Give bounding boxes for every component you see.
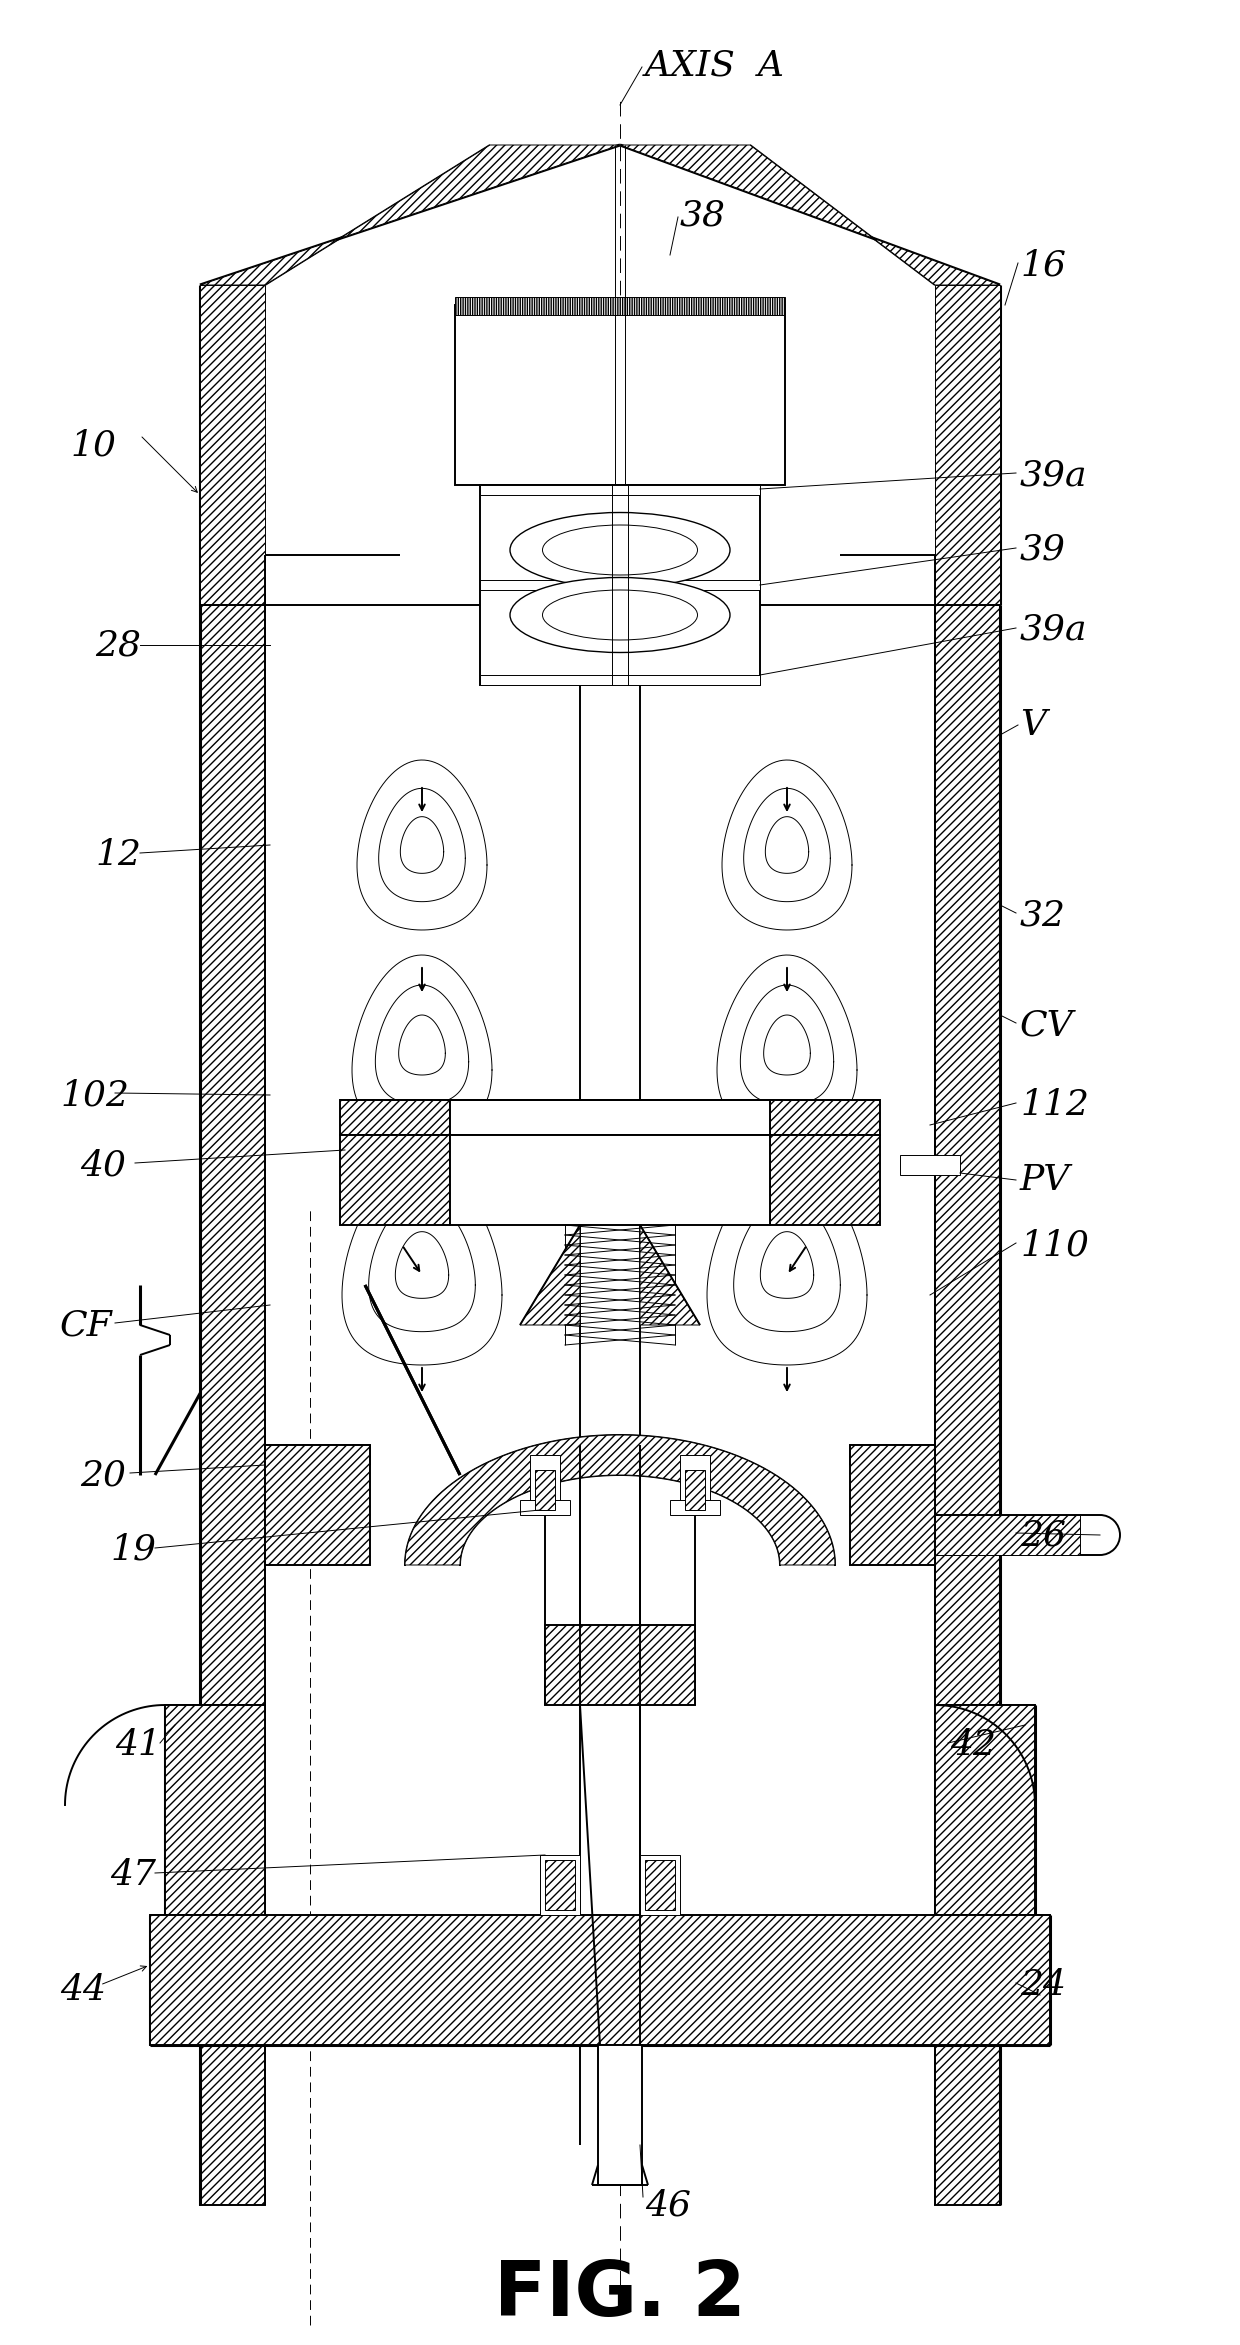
Bar	[680, 1454, 711, 1505]
Text: 19: 19	[110, 1534, 156, 1566]
Bar	[455, 305, 785, 485]
Text: 16: 16	[1021, 249, 1066, 281]
Text: 40: 40	[81, 1149, 126, 1182]
Polygon shape	[200, 145, 620, 286]
Bar	[580, 685, 640, 2146]
Text: 12: 12	[95, 837, 141, 872]
Text: PV: PV	[1021, 1163, 1070, 1196]
Text: FIG. 2: FIG. 2	[494, 2258, 746, 2331]
Text: 26: 26	[1021, 1517, 1066, 1552]
Text: 102: 102	[60, 1079, 129, 1112]
Bar	[265, 1445, 370, 1564]
Bar	[546, 1625, 694, 1705]
Text: 32: 32	[1021, 898, 1066, 931]
Text: 47: 47	[110, 1857, 156, 1892]
Text: 46: 46	[645, 2188, 691, 2223]
Bar	[935, 1705, 1035, 1916]
Text: 39a: 39a	[1021, 612, 1087, 647]
Polygon shape	[200, 286, 265, 605]
Text: 38: 38	[680, 197, 725, 232]
Text: 24: 24	[1021, 1967, 1066, 2003]
Bar	[529, 1454, 560, 1505]
Text: 20: 20	[81, 1459, 126, 1491]
Bar	[480, 675, 760, 685]
Bar	[645, 1860, 675, 1909]
Text: 10: 10	[69, 429, 117, 462]
Ellipse shape	[510, 577, 730, 652]
Text: 39: 39	[1021, 532, 1066, 567]
Bar	[340, 1135, 450, 1224]
Bar	[450, 1135, 770, 1224]
Text: 112: 112	[1021, 1088, 1089, 1121]
Polygon shape	[935, 286, 999, 605]
Text: 44: 44	[60, 1972, 105, 2007]
Bar	[670, 1501, 720, 1515]
Bar	[340, 1100, 450, 1135]
Bar	[770, 1135, 880, 1224]
Bar	[598, 2045, 642, 2186]
Bar	[480, 485, 760, 685]
Text: 41: 41	[115, 1728, 161, 1761]
Text: AXIS  A: AXIS A	[645, 47, 785, 82]
Text: 28: 28	[95, 628, 141, 661]
Bar	[534, 1470, 556, 1510]
Ellipse shape	[510, 514, 730, 589]
Text: CV: CV	[1021, 1008, 1074, 1041]
Bar	[520, 1501, 570, 1515]
Bar	[640, 1855, 680, 1916]
Text: 39a: 39a	[1021, 457, 1087, 492]
Text: 42: 42	[950, 1728, 996, 1761]
Bar	[539, 1855, 580, 1916]
Text: 110: 110	[1021, 1229, 1089, 1262]
Bar	[480, 579, 760, 591]
Bar	[849, 1445, 935, 1564]
Bar	[546, 1860, 575, 1909]
Bar	[455, 298, 785, 314]
Bar	[935, 1515, 1080, 1555]
Text: V: V	[1021, 708, 1047, 741]
Bar	[450, 1100, 770, 1135]
Bar	[900, 1156, 960, 1175]
Bar	[770, 1100, 880, 1135]
Polygon shape	[520, 1224, 580, 1325]
Polygon shape	[620, 145, 999, 286]
Text: CF: CF	[60, 1309, 113, 1341]
Polygon shape	[640, 1224, 701, 1325]
Polygon shape	[200, 605, 265, 2204]
Bar	[150, 1916, 1050, 2045]
Polygon shape	[935, 605, 999, 2204]
Polygon shape	[405, 1435, 835, 1564]
Bar	[684, 1470, 706, 1510]
Bar	[165, 1705, 265, 1916]
Bar	[480, 485, 760, 495]
